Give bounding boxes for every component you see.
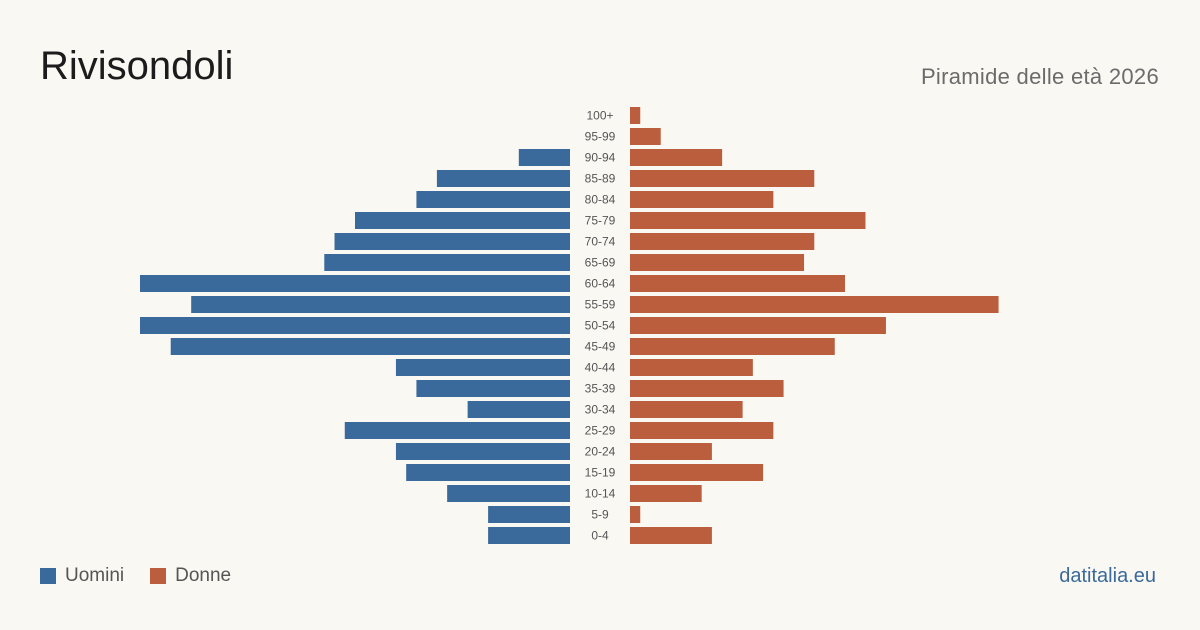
age-label-45-49: 45-49 bbox=[585, 340, 616, 354]
age-label-50-54: 50-54 bbox=[585, 319, 616, 333]
bar-men-40-44 bbox=[395, 359, 570, 376]
bar-men-45-49 bbox=[170, 338, 570, 355]
bar-men-30-34 bbox=[467, 401, 570, 418]
bar-men-75-79 bbox=[355, 212, 570, 229]
age-label-10-14: 10-14 bbox=[585, 487, 616, 501]
age-label-40-44: 40-44 bbox=[585, 361, 616, 375]
age-label-5-9: 5-9 bbox=[591, 508, 609, 522]
bar-women-90-94 bbox=[630, 149, 723, 166]
bar-men-10-14 bbox=[447, 485, 570, 502]
age-label-85-89: 85-89 bbox=[585, 172, 616, 186]
age-label-35-39: 35-39 bbox=[585, 382, 616, 396]
chart-subtitle: Piramide delle età 2026 bbox=[920, 64, 1159, 89]
bar-women-40-44 bbox=[630, 359, 753, 376]
bar-women-85-89 bbox=[630, 170, 815, 187]
bar-men-5-9 bbox=[488, 506, 570, 523]
bar-men-60-64 bbox=[140, 275, 570, 292]
bar-women-55-59 bbox=[630, 296, 999, 313]
bar-women-5-9 bbox=[630, 506, 641, 523]
bar-men-15-19 bbox=[406, 464, 570, 481]
bar-women-75-79 bbox=[630, 212, 866, 229]
age-label-70-74: 70-74 bbox=[585, 235, 616, 249]
age-label-15-19: 15-19 bbox=[585, 466, 616, 480]
brand-link[interactable]: datitalia.eu bbox=[1059, 565, 1156, 587]
bar-women-15-19 bbox=[630, 464, 764, 481]
legend-swatch-men bbox=[40, 568, 56, 584]
legend-swatch-women bbox=[150, 568, 167, 584]
bar-men-85-89 bbox=[436, 170, 570, 187]
legend-label-women: Donne bbox=[175, 565, 232, 586]
bar-men-25-29 bbox=[344, 422, 570, 439]
bar-women-30-34 bbox=[630, 401, 743, 418]
age-label-60-64: 60-64 bbox=[585, 277, 616, 291]
legend: Uomini Donne bbox=[40, 565, 257, 587]
age-label-20-24: 20-24 bbox=[585, 445, 616, 459]
legend-item-men: Uomini bbox=[40, 565, 124, 587]
bar-women-80-84 bbox=[630, 191, 774, 208]
bar-men-90-94 bbox=[518, 149, 570, 166]
bar-women-70-74 bbox=[630, 233, 815, 250]
page-title: Rivisondoli bbox=[40, 44, 234, 88]
age-label-55-59: 55-59 bbox=[585, 298, 616, 312]
bar-women-65-69 bbox=[630, 254, 805, 271]
bar-men-0-4 bbox=[488, 527, 570, 544]
bar-men-55-59 bbox=[191, 296, 570, 313]
legend-item-women: Donne bbox=[150, 565, 231, 587]
age-label-75-79: 75-79 bbox=[585, 214, 616, 228]
legend-label-men: Uomini bbox=[65, 565, 125, 586]
bar-women-0-4 bbox=[630, 527, 712, 544]
age-label-0-4: 0-4 bbox=[591, 529, 609, 543]
bar-women-25-29 bbox=[630, 422, 774, 439]
age-label-100plus: 100+ bbox=[586, 109, 613, 123]
bar-women-10-14 bbox=[630, 485, 702, 502]
bar-men-80-84 bbox=[416, 191, 570, 208]
age-label-65-69: 65-69 bbox=[585, 256, 616, 270]
age-label-25-29: 25-29 bbox=[585, 424, 616, 438]
bar-men-35-39 bbox=[416, 380, 570, 397]
bar-women-50-54 bbox=[630, 317, 886, 334]
age-label-95-99: 95-99 bbox=[585, 130, 616, 144]
bar-men-50-54 bbox=[140, 317, 570, 334]
age-label-90-94: 90-94 bbox=[585, 151, 616, 165]
bar-men-20-24 bbox=[395, 443, 570, 460]
bar-women-20-24 bbox=[630, 443, 712, 460]
bar-men-70-74 bbox=[334, 233, 570, 250]
bar-women-45-49 bbox=[630, 338, 835, 355]
bar-women-60-64 bbox=[630, 275, 845, 292]
age-label-80-84: 80-84 bbox=[585, 193, 616, 207]
bar-women-100plus bbox=[630, 107, 641, 124]
bar-women-95-99 bbox=[630, 128, 661, 145]
bar-women-35-39 bbox=[630, 380, 784, 397]
age-label-30-34: 30-34 bbox=[585, 403, 616, 417]
bar-men-65-69 bbox=[324, 254, 570, 271]
